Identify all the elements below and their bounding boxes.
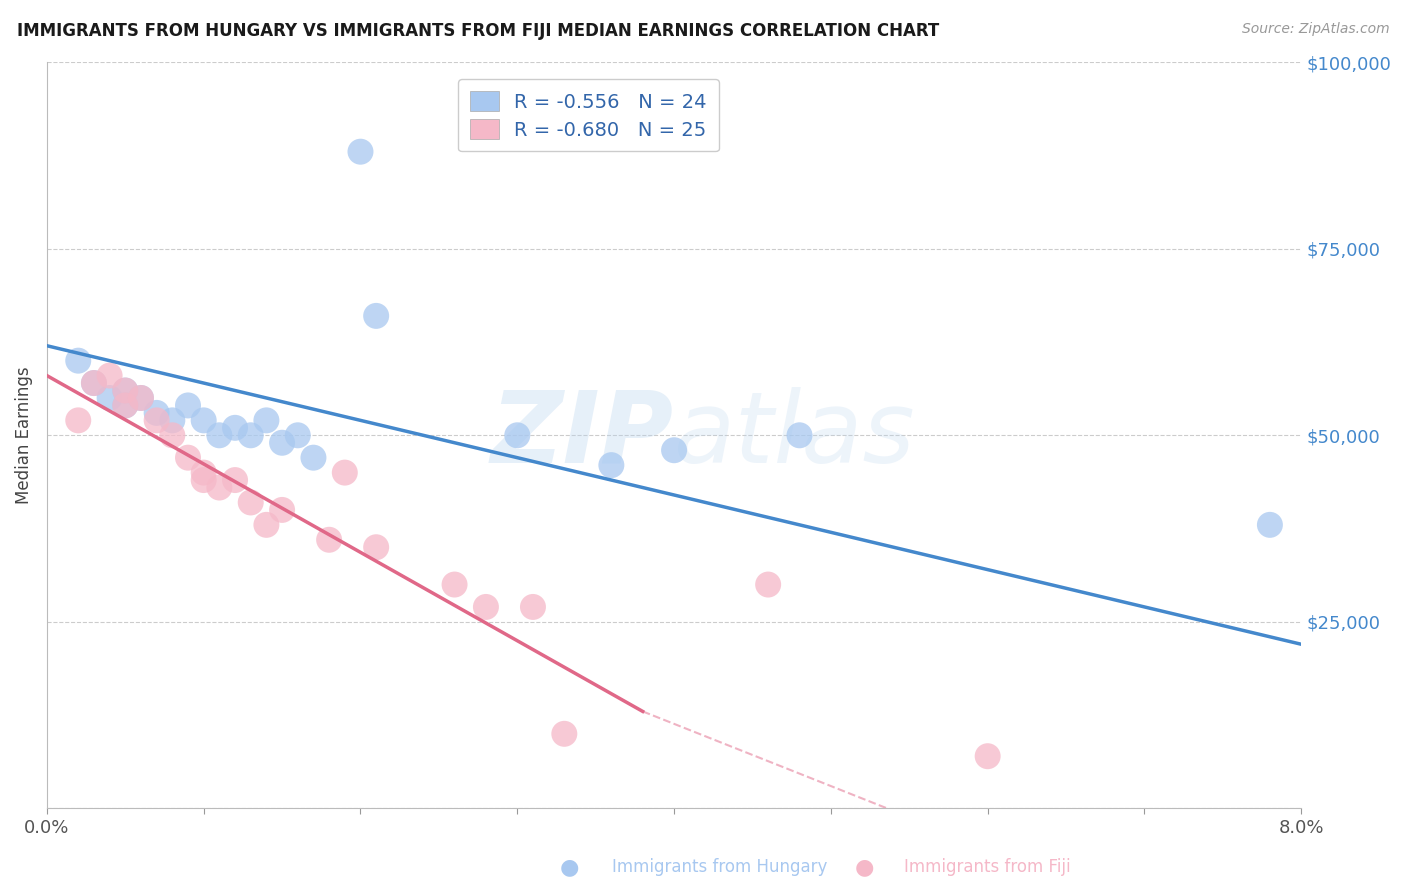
Point (145, 413, 167, 427)
Point (177, 450, 200, 465)
Legend: R = -0.556   N = 24, R = -0.680   N = 25: R = -0.556 N = 24, R = -0.680 N = 25 (458, 79, 718, 152)
Point (224, 421, 246, 435)
Point (475, 599, 498, 614)
Point (193, 413, 215, 427)
Point (208, 481, 231, 495)
Point (67, 353, 90, 368)
Point (145, 406, 167, 420)
Text: ZIP: ZIP (491, 387, 673, 483)
Text: atlas: atlas (673, 387, 915, 483)
Point (193, 473, 215, 487)
Point (224, 473, 246, 487)
Point (789, 428, 811, 442)
Point (506, 428, 529, 442)
Point (553, 727, 575, 741)
Point (114, 399, 136, 413)
Point (302, 450, 325, 465)
Point (129, 391, 152, 405)
Point (976, 749, 998, 764)
Point (600, 458, 623, 472)
Point (662, 443, 685, 458)
Point (193, 466, 215, 480)
Y-axis label: Median Earnings: Median Earnings (15, 367, 32, 504)
Point (83, 376, 105, 390)
Text: Immigrants from Hungary: Immigrants from Hungary (612, 858, 827, 876)
Point (239, 428, 262, 442)
Point (254, 413, 277, 427)
Point (114, 399, 136, 413)
Point (333, 466, 356, 480)
Point (162, 428, 184, 442)
Point (114, 384, 136, 398)
Point (162, 413, 184, 427)
Point (83, 376, 105, 390)
Point (1258, 517, 1281, 532)
Point (129, 391, 152, 405)
Point (349, 145, 371, 159)
Point (366, 309, 388, 323)
Point (366, 540, 388, 554)
Point (177, 399, 200, 413)
Point (271, 435, 294, 450)
Text: IMMIGRANTS FROM HUNGARY VS IMMIGRANTS FROM FIJI MEDIAN EARNINGS CORRELATION CHAR: IMMIGRANTS FROM HUNGARY VS IMMIGRANTS FR… (17, 22, 939, 40)
Point (114, 384, 136, 398)
Text: ●: ● (560, 857, 579, 877)
Point (443, 577, 465, 591)
Point (271, 503, 294, 517)
Point (208, 428, 231, 442)
Point (67, 413, 90, 427)
Text: ●: ● (855, 857, 875, 877)
Point (98, 368, 121, 383)
Text: Source: ZipAtlas.com: Source: ZipAtlas.com (1241, 22, 1389, 37)
Point (239, 495, 262, 509)
Point (287, 428, 309, 442)
Text: Immigrants from Fiji: Immigrants from Fiji (904, 858, 1071, 876)
Point (522, 599, 544, 614)
Point (756, 577, 779, 591)
Point (318, 533, 340, 547)
Point (254, 517, 277, 532)
Point (98, 391, 121, 405)
